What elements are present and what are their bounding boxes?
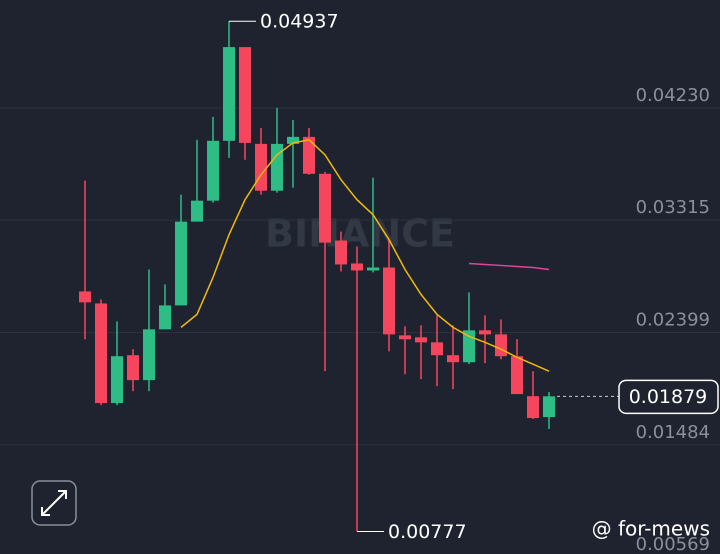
candle-body	[271, 143, 283, 191]
moving-average-line	[468, 262, 550, 271]
candle-body	[191, 200, 203, 222]
candle-body	[143, 329, 155, 381]
min-marker-label: 0.00777	[388, 521, 467, 543]
candle-body	[239, 47, 251, 143]
candle-body	[447, 355, 459, 363]
expand-icon[interactable]	[41, 490, 67, 516]
watermark: BINANCE	[265, 212, 455, 256]
last-price-label: 0.01879	[629, 386, 708, 408]
max-marker-label: 0.04937	[260, 11, 339, 33]
y-tick-label: 0.01484	[636, 422, 710, 443]
candle-body	[319, 173, 331, 243]
candle-body	[479, 330, 491, 335]
candle-body	[527, 396, 539, 419]
candle-body	[415, 337, 427, 343]
candle-body	[223, 47, 235, 141]
y-tick-label: 0.04230	[636, 85, 710, 106]
y-tick-label: 0.02399	[636, 310, 710, 331]
expand-frame[interactable]	[31, 480, 77, 526]
candle-body	[383, 267, 395, 335]
candle-body	[95, 303, 107, 404]
candle-body	[335, 240, 347, 265]
candle-body	[399, 335, 411, 340]
candle-body	[255, 143, 267, 191]
candle-body	[175, 221, 187, 306]
candle-body	[367, 267, 379, 271]
candle-body	[431, 342, 443, 356]
candle-body	[511, 356, 523, 395]
last-price-box	[618, 379, 719, 415]
candle-body	[303, 136, 315, 174]
candle-body	[543, 396, 555, 418]
y-tick-label: 0.03315	[636, 197, 710, 218]
y-tick-label: 0.00569	[636, 534, 710, 554]
candle-body	[79, 291, 91, 303]
candle-body	[111, 356, 123, 404]
candle-body	[495, 334, 507, 357]
credit: @ for-mews	[592, 517, 710, 541]
candle-body	[159, 305, 171, 330]
candle-body	[463, 330, 475, 363]
expand-button[interactable]	[31, 480, 77, 526]
candle-body	[287, 136, 299, 144]
candle-body	[207, 140, 219, 201]
candle-body	[351, 263, 363, 271]
candle-body	[127, 355, 139, 381]
moving-average-line	[180, 139, 550, 372]
